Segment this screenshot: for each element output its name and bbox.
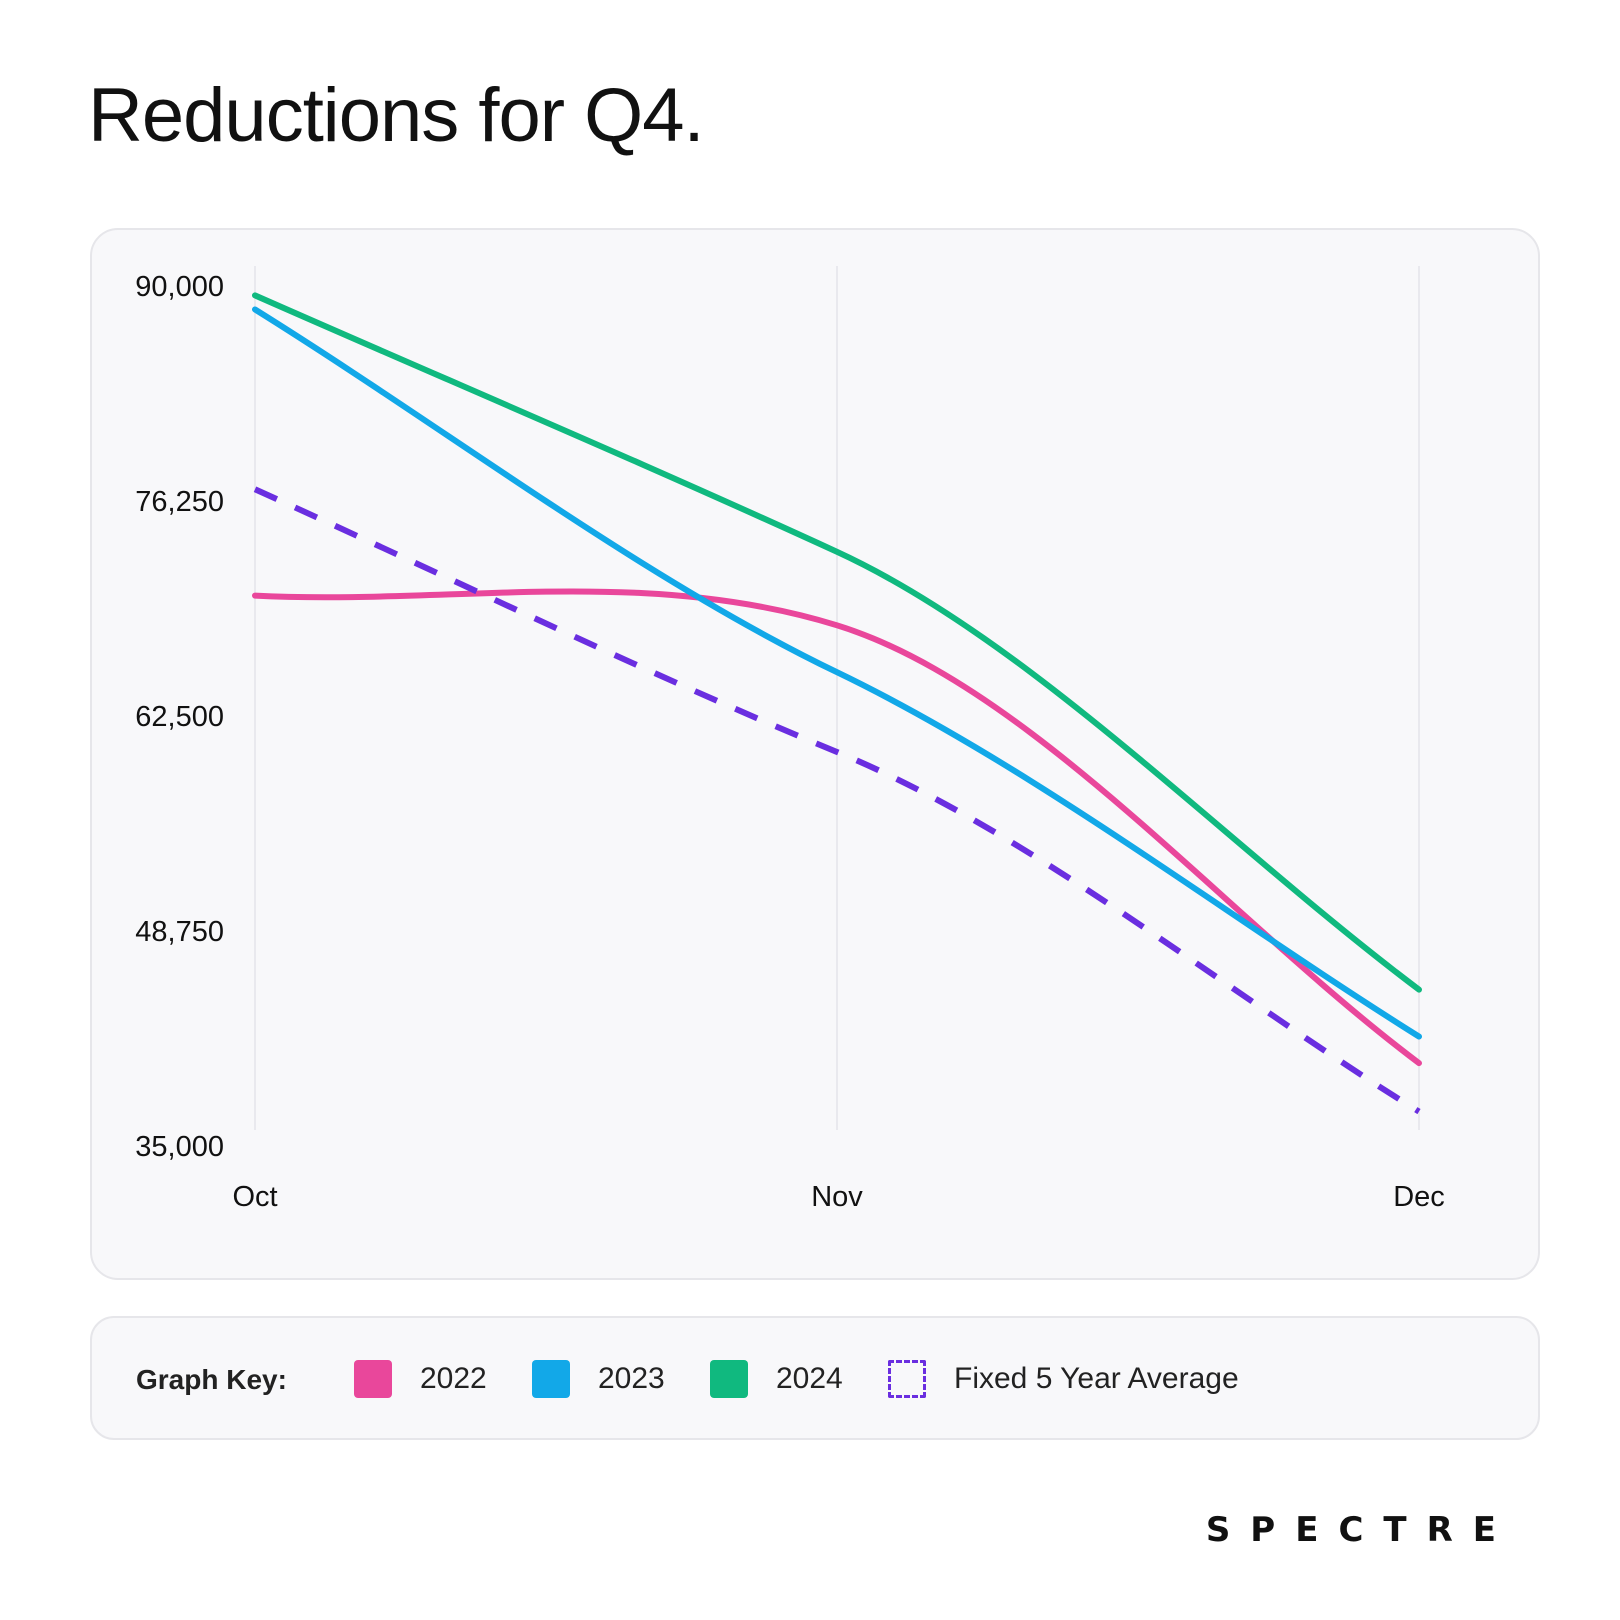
series-line-2023: [252, 306, 1422, 1040]
legend-item-2022: 2022: [354, 1360, 487, 1398]
y-tick-label: 76,250: [135, 486, 224, 518]
legend-label: 2024: [776, 1362, 843, 1395]
legend-label: 2022: [420, 1362, 487, 1395]
legend-item-2024: 2024: [710, 1360, 843, 1398]
y-tick-label: 90,000: [135, 271, 224, 303]
line-chart: Oct Nov Dec 90,000 76,250 62,500 48,750 35,000: [135, 266, 1445, 1213]
legend-swatch-2024: [710, 1360, 748, 1398]
y-tick-label: 35,000: [135, 1131, 224, 1163]
legend-label: Fixed 5 Year Average: [954, 1362, 1239, 1395]
legend-swatch-average: [888, 1360, 926, 1398]
series-line-2024: [252, 292, 1422, 993]
legend-swatch-2022: [354, 1360, 392, 1398]
series-line-fixed-5-year-average: [253, 486, 1421, 1115]
x-tick-label: Oct: [232, 1181, 277, 1213]
y-tick-label: 62,500: [135, 701, 224, 733]
legend-swatch-2023: [532, 1360, 570, 1398]
legend-label: 2023: [598, 1362, 665, 1395]
spectre-logo: SPECTRE: [1205, 1510, 1516, 1550]
x-tick-label: Dec: [1393, 1181, 1445, 1213]
x-tick-label: Nov: [811, 1181, 863, 1213]
y-tick-label: 48,750: [135, 916, 224, 948]
series-line-2022: [252, 588, 1422, 1067]
chart-card: Oct Nov Dec 90,000 76,250 62,500 48,750 35,000: [90, 228, 1540, 1280]
graph-key-title: Graph Key:: [136, 1364, 287, 1395]
legend-item-average: Fixed 5 Year Average: [888, 1360, 1239, 1398]
legend-item-2023: 2023: [532, 1360, 665, 1398]
graph-key: Graph Key: 2022 2023 2024 Fixed 5 Year A…: [90, 1316, 1540, 1440]
page-title: Reductions for Q4.: [88, 73, 705, 158]
